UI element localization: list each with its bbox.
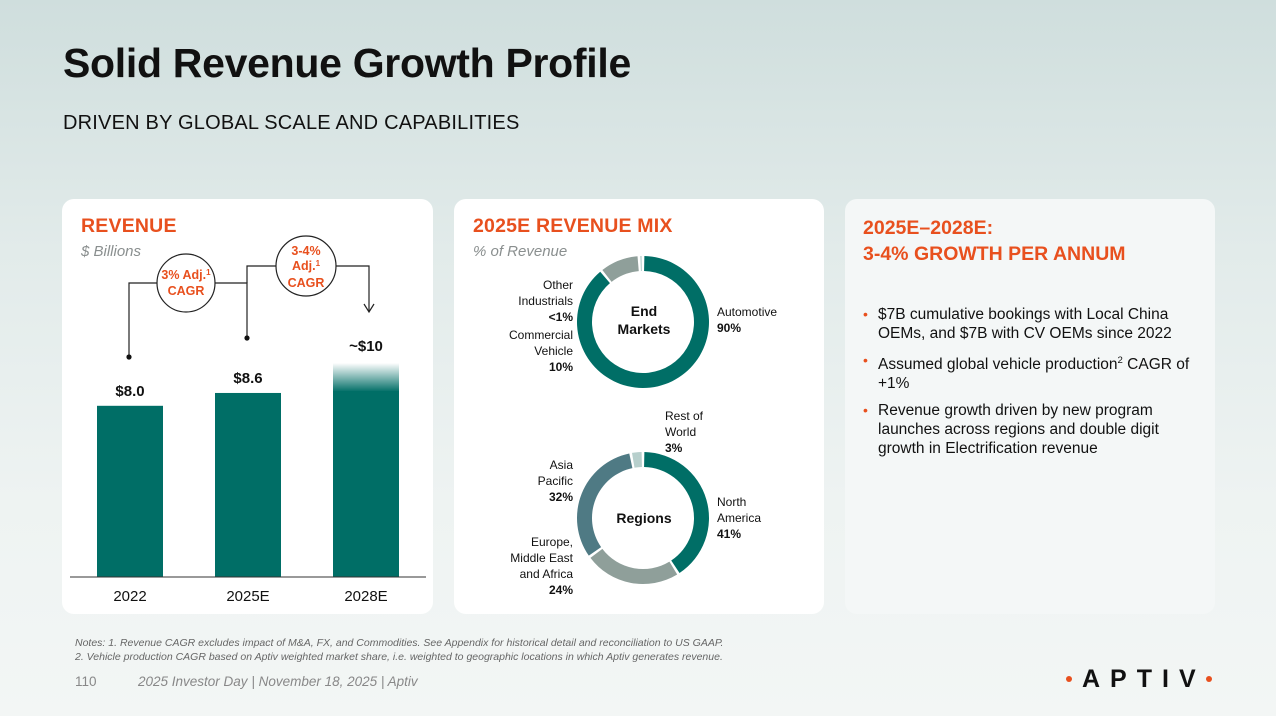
cagr-bubble-2 bbox=[275, 235, 337, 297]
revenue-bar-chart: $8.0 2022 $8.6 2025E ~$10 2028E 3% Adj.1 CAGR… bbox=[70, 235, 426, 605]
logo-dot-left bbox=[1066, 676, 1072, 682]
donut-slice-other-industrials bbox=[640, 256, 642, 272]
x-tick-label: 2022 bbox=[113, 588, 146, 605]
cagr-bubble-1-text: 3% Adj.1 bbox=[161, 268, 211, 282]
cagr-connector-2 bbox=[246, 265, 370, 311]
donut-slice-rest-of-world bbox=[631, 452, 642, 468]
bullet-item: Assumed global vehicle production2 CAGR … bbox=[863, 351, 1193, 393]
bar-2025E bbox=[215, 392, 281, 577]
cagr-bubble-2-text-3: CAGR bbox=[288, 276, 325, 290]
bar-fade-2028E bbox=[333, 363, 399, 392]
x-tick-label: 2025E bbox=[226, 588, 269, 605]
bullet-item: Revenue growth driven by new program lau… bbox=[863, 401, 1193, 458]
donut-label-automotive: Automotive 90% bbox=[717, 305, 777, 335]
x-tick-label: 2028E bbox=[344, 588, 387, 605]
revenue-card-title: REVENUE bbox=[81, 215, 177, 237]
donut-slice-commercial-vehicle bbox=[602, 256, 639, 282]
revenue-mix-donuts: End Markets Regions Automotive 90% Commerc… bbox=[509, 256, 777, 597]
footer-event: 2025 Investor Day | November 18, 2025 | … bbox=[138, 674, 418, 689]
regions-center-label: Regions bbox=[616, 510, 671, 526]
end-markets-center-label-1: End bbox=[631, 303, 657, 319]
page-title: Solid Revenue Growth Profile bbox=[63, 40, 631, 86]
footnotes: Notes: 1. Revenue CAGR excludes impact o… bbox=[75, 636, 723, 664]
growth-card-title: 2025E–2028E: 3-4% GROWTH PER ANNUM bbox=[863, 215, 1126, 267]
donut-label-north-america: North America 41% bbox=[717, 495, 761, 541]
donut-slice-north-america bbox=[644, 452, 710, 573]
donut-label-asia-pacific: Asia Pacific 32% bbox=[538, 458, 574, 504]
cagr-dot-2 bbox=[244, 335, 250, 341]
growth-title-line-2: 3-4% GROWTH PER ANNUM bbox=[863, 243, 1126, 265]
revenue-mix-card: 2025E REVENUE MIX % of Revenue End Marke… bbox=[454, 199, 824, 614]
page-subtitle: DRIVEN BY GLOBAL SCALE AND CAPABILITIES bbox=[63, 112, 520, 134]
cagr-bubble-1-text-2: CAGR bbox=[168, 284, 205, 298]
bar-value-label: $8.6 bbox=[233, 370, 262, 387]
end-markets-center-label-2: Markets bbox=[618, 321, 671, 337]
growth-bullet-list: $7B cumulative bookings with Local China… bbox=[863, 305, 1193, 466]
page-number: 110 bbox=[75, 674, 97, 689]
growth-card: 2025E–2028E: 3-4% GROWTH PER ANNUM $7B c… bbox=[845, 199, 1215, 614]
bar-value-label: ~$10 bbox=[349, 338, 383, 355]
revenue-mix-unit-label: % of Revenue bbox=[473, 243, 568, 260]
donut-label-europe-middle-east-and-africa: Europe, Middle East and Africa 24% bbox=[510, 535, 573, 597]
footnote-1: Notes: 1. Revenue CAGR excludes impact o… bbox=[75, 637, 724, 649]
bar-2028E bbox=[333, 391, 399, 577]
logo-dot-right bbox=[1205, 676, 1212, 682]
cagr-arrow-head bbox=[363, 303, 375, 314]
growth-title-line-1: 2025E–2028E: bbox=[863, 217, 994, 239]
cagr-bubble-2-text-1: 3-4% bbox=[291, 244, 320, 258]
donut-slice-europe-middle-east-and-africa bbox=[590, 548, 678, 584]
bullet-item: $7B cumulative bookings with Local China… bbox=[863, 305, 1193, 343]
bar-value-label: $8.0 bbox=[115, 383, 144, 400]
donut-slice-asia-pacific bbox=[577, 453, 633, 556]
revenue-card: REVENUE $ Billions $8.0 2022 $8.6 2025E ~$10… bbox=[62, 199, 433, 614]
donut-label-rest-of-world: Rest of World 3% bbox=[665, 409, 704, 455]
donut-label-other-industrials: Other Industrials <1% bbox=[518, 278, 573, 324]
aptiv-logo: APTIV bbox=[1066, 664, 1212, 693]
logo-wordmark: APTIV bbox=[1082, 664, 1206, 693]
bar-2022 bbox=[97, 405, 163, 577]
donut-label-commercial-vehicle: Commercial Vehicle 10% bbox=[509, 328, 573, 374]
footnote-2: 2. Vehicle production CAGR based on Apti… bbox=[75, 651, 723, 663]
revenue-mix-card-title: 2025E REVENUE MIX bbox=[473, 215, 673, 237]
cagr-dot-1 bbox=[126, 354, 132, 360]
cagr-bubble-2-text-2: Adj.1 bbox=[292, 259, 321, 273]
cagr-bubble-1 bbox=[156, 253, 216, 313]
revenue-unit-label: $ Billions bbox=[81, 243, 142, 260]
